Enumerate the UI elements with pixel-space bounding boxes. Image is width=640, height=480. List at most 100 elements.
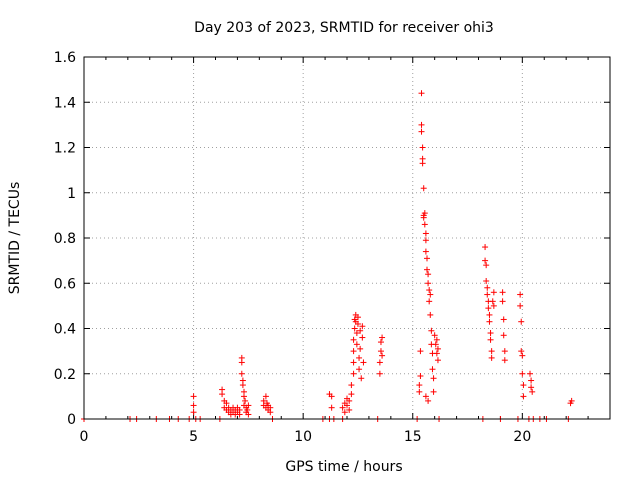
plot-frame bbox=[83, 56, 611, 420]
data-point bbox=[429, 366, 436, 373]
data-point bbox=[267, 404, 274, 411]
data-point bbox=[499, 298, 506, 305]
data-point bbox=[356, 366, 363, 373]
y-tick-label: 1.2 bbox=[54, 141, 76, 157]
data-point bbox=[357, 327, 364, 334]
data-point bbox=[432, 341, 439, 348]
data-point bbox=[357, 345, 364, 352]
data-point bbox=[419, 144, 426, 151]
data-point bbox=[422, 248, 429, 255]
data-point bbox=[238, 359, 245, 366]
y-tick-label: 0.4 bbox=[54, 322, 76, 338]
data-point bbox=[499, 289, 506, 296]
data-point bbox=[346, 397, 353, 404]
data-point bbox=[236, 411, 243, 418]
data-point bbox=[520, 382, 527, 389]
data-point bbox=[238, 370, 245, 377]
y-tick-label: 1.4 bbox=[54, 95, 76, 111]
data-point bbox=[418, 128, 425, 135]
y-tick-label: 1 bbox=[67, 186, 76, 202]
data-point bbox=[520, 393, 527, 400]
data-point bbox=[488, 354, 495, 361]
data-point bbox=[421, 221, 428, 228]
data-point bbox=[422, 230, 429, 237]
data-point bbox=[431, 332, 438, 339]
data-point bbox=[420, 214, 427, 221]
y-tick-label: 0.2 bbox=[54, 367, 76, 383]
data-point bbox=[418, 121, 425, 128]
data-point bbox=[426, 287, 433, 294]
data-point bbox=[416, 388, 423, 395]
data-point bbox=[328, 404, 335, 411]
data-point bbox=[490, 302, 497, 309]
axis-ticks: 0 0.2 0.4 0.6 0.8 1 1.2 1.4 1.6 0 5 10 15 20 bbox=[54, 50, 611, 445]
data-point bbox=[354, 320, 361, 327]
data-point bbox=[377, 348, 384, 355]
data-point bbox=[420, 185, 427, 192]
data-point bbox=[417, 373, 424, 380]
data-point bbox=[425, 271, 432, 278]
x-tick-label: 20 bbox=[513, 429, 531, 445]
data-point bbox=[354, 314, 361, 321]
data-point bbox=[482, 244, 489, 251]
grid-lines bbox=[84, 57, 610, 419]
data-point bbox=[486, 318, 493, 325]
data-point bbox=[528, 384, 535, 391]
data-point bbox=[519, 352, 526, 359]
x-tick-label: 0 bbox=[80, 429, 89, 445]
data-point bbox=[423, 266, 430, 273]
data-point bbox=[500, 332, 507, 339]
data-point bbox=[428, 327, 435, 334]
data-point bbox=[430, 375, 437, 382]
data-point bbox=[350, 359, 357, 366]
data-point bbox=[358, 375, 365, 382]
data-point bbox=[348, 391, 355, 398]
y-tick-label: 0 bbox=[67, 412, 76, 428]
data-point bbox=[190, 393, 197, 400]
data-point bbox=[434, 345, 441, 352]
data-point bbox=[356, 354, 363, 361]
data-point bbox=[529, 388, 536, 395]
y-tick-label: 0.6 bbox=[54, 276, 76, 292]
data-point bbox=[348, 382, 355, 389]
data-point bbox=[219, 391, 226, 398]
data-point bbox=[483, 277, 490, 284]
data-points bbox=[81, 90, 575, 422]
data-point bbox=[434, 357, 441, 364]
data-point bbox=[517, 302, 524, 309]
data-point bbox=[427, 291, 434, 298]
data-point bbox=[425, 280, 432, 287]
data-point bbox=[501, 357, 508, 364]
data-point bbox=[488, 348, 495, 355]
data-point bbox=[341, 409, 348, 416]
data-point bbox=[422, 237, 429, 244]
data-point bbox=[262, 393, 269, 400]
data-point bbox=[239, 382, 246, 389]
data-point bbox=[568, 397, 575, 404]
y-tick-label: 1.6 bbox=[54, 50, 76, 66]
data-point bbox=[483, 262, 490, 269]
y-tick-label: 0.8 bbox=[54, 231, 76, 247]
data-point bbox=[519, 370, 526, 377]
data-point bbox=[419, 160, 426, 167]
data-point bbox=[346, 406, 353, 413]
data-point bbox=[351, 325, 358, 332]
data-point bbox=[485, 305, 492, 312]
data-point bbox=[359, 323, 366, 330]
data-point bbox=[426, 298, 433, 305]
data-point bbox=[423, 255, 430, 262]
data-point bbox=[527, 370, 534, 377]
data-point bbox=[240, 393, 247, 400]
data-point bbox=[260, 397, 267, 404]
data-point bbox=[422, 393, 429, 400]
data-point bbox=[416, 382, 423, 389]
x-axis-label: GPS time / hours bbox=[285, 459, 402, 475]
data-point bbox=[350, 336, 357, 343]
data-point bbox=[350, 348, 357, 355]
data-point bbox=[223, 400, 230, 407]
data-point bbox=[244, 406, 251, 413]
data-point bbox=[379, 334, 386, 341]
data-point bbox=[500, 316, 507, 323]
data-point bbox=[353, 341, 360, 348]
